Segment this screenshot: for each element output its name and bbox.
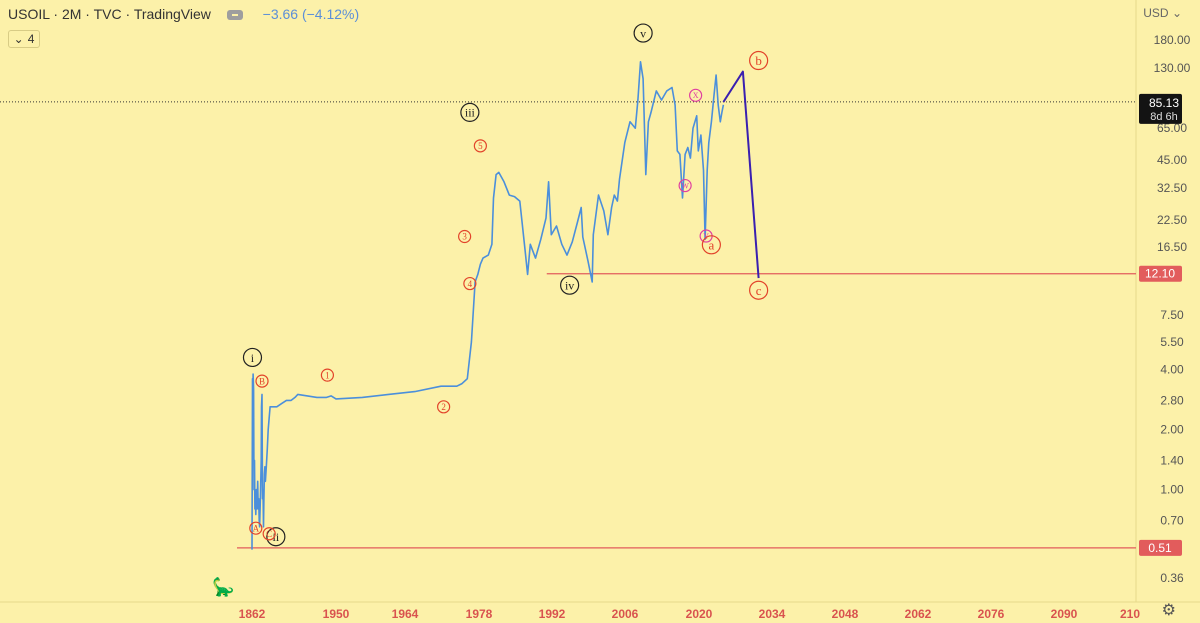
projection-line[interactable] [722, 70, 760, 279]
wave-label: v [640, 26, 646, 40]
wave-label: Y [703, 232, 709, 241]
wave-label: 5 [478, 141, 483, 151]
wave-label: c [756, 283, 762, 298]
x-tick-label: 2006 [612, 607, 639, 621]
y-tick-label: 1.40 [1160, 453, 1184, 467]
x-tick-label: 2062 [905, 607, 932, 621]
header-sep-3: · [125, 6, 134, 22]
current-price-badge [1139, 93, 1182, 124]
wave-label-circle[interactable] [320, 368, 335, 382]
y-tick-label: 180.00 [1154, 33, 1191, 47]
wave-label-circle[interactable] [458, 229, 472, 244]
wave-label: b [755, 53, 762, 68]
provider-label: TradingView [133, 6, 211, 22]
x-tick-label: 1950 [323, 607, 350, 621]
wave-label-circle[interactable] [255, 374, 269, 388]
wave-label-circle[interactable] [266, 527, 286, 547]
wave-label-circle[interactable] [249, 521, 263, 535]
hide-indicator-icon[interactable] [226, 10, 243, 21]
x-tick-label: 2048 [832, 607, 859, 621]
wave-label-circle[interactable] [460, 102, 480, 122]
wave-label: W [681, 181, 689, 190]
y-tick-label: 0.70 [1160, 513, 1184, 527]
wave-label-circle[interactable] [633, 23, 653, 43]
wave-label: iii [465, 106, 476, 120]
level-badge [1139, 539, 1182, 556]
wave-label-circle[interactable] [749, 280, 769, 300]
currency-selector[interactable]: USD ⌄ [1143, 6, 1182, 20]
y-tick-label: 5.50 [1160, 335, 1184, 349]
wave-label-circle[interactable] [242, 347, 263, 368]
price-change: −3.66 (−4.12%) [262, 6, 360, 22]
x-tick-label: 2090 [1051, 607, 1078, 621]
x-tick-label: 1992 [539, 607, 566, 621]
wave-label: i [251, 351, 255, 365]
wave-label: A [253, 523, 260, 533]
interval-label[interactable]: 2M [61, 6, 82, 22]
x-tick-label: 210 [1120, 607, 1140, 621]
level-badge [1139, 265, 1182, 282]
y-tick-label: 45.00 [1157, 153, 1187, 167]
price-line[interactable] [251, 61, 725, 550]
wave-label: B [259, 376, 265, 386]
wave-label-circle[interactable] [463, 276, 477, 291]
x-tick-label: 2020 [686, 607, 713, 621]
current-price-value: 85.13 [1149, 96, 1179, 110]
y-tick-label: 130.00 [1154, 61, 1191, 75]
wave-label: 1 [325, 370, 330, 380]
level-badge-label: 0.51 [1148, 541, 1172, 555]
wave-label: X [693, 91, 699, 100]
x-tick-label: 2034 [759, 607, 786, 621]
wave-label: iv [565, 278, 574, 292]
wave-label-circle[interactable] [262, 527, 276, 541]
wave-label-circle[interactable] [689, 88, 703, 102]
wave-label-circle[interactable] [678, 178, 692, 193]
wave-label-circle[interactable] [437, 400, 451, 414]
y-tick-label: 2.00 [1160, 423, 1184, 437]
wave-label-circle[interactable] [560, 275, 580, 295]
header-sep-1: · [53, 6, 62, 22]
x-tick-label: 1978 [466, 607, 493, 621]
wave-label: C [266, 529, 272, 539]
x-tick-label: 1862 [239, 607, 266, 621]
x-tick-label: 2076 [978, 607, 1005, 621]
indicator-count: 4 [27, 32, 35, 46]
gear-icon[interactable]: ⚙ [1161, 602, 1176, 619]
wave-label-circle[interactable] [701, 235, 721, 255]
y-tick-label: 16.50 [1157, 240, 1187, 254]
wave-label: 4 [468, 279, 473, 289]
header-sep-2: · [85, 6, 94, 22]
wave-label-circle[interactable] [473, 139, 487, 153]
wave-label: ii [273, 530, 280, 544]
chart-header: USOIL · 2M · TVC · TradingView −3.66 (−4… [8, 6, 359, 22]
y-tick-label: 65.00 [1157, 121, 1187, 135]
y-tick-label: 7.50 [1160, 308, 1184, 322]
tradingview-logo-icon[interactable]: 🦕 [212, 577, 235, 597]
currency-label: USD [1143, 6, 1169, 20]
wave-label-circle[interactable] [749, 50, 769, 71]
collapse-indicators-button[interactable]: ⌄ 4 [8, 30, 40, 48]
x-tick-label: 1964 [392, 607, 419, 621]
level-badge-label: 12.10 [1145, 267, 1175, 281]
symbol-name[interactable]: USOIL [8, 6, 50, 22]
source-label: TVC [93, 6, 122, 22]
y-tick-label: 22.50 [1157, 213, 1187, 227]
wave-label: a [708, 237, 714, 252]
y-tick-label: 0.36 [1160, 571, 1184, 585]
chevron-down-icon: ⌄ [13, 32, 24, 46]
y-tick-label: 4.00 [1160, 363, 1184, 377]
y-tick-label: 1.00 [1160, 483, 1184, 497]
wave-label: 3 [462, 232, 467, 242]
countdown-label: 8d 6h [1150, 111, 1178, 123]
y-tick-label: 32.50 [1157, 181, 1187, 195]
wave-label: 2 [441, 402, 446, 412]
y-tick-label: 2.80 [1160, 393, 1184, 407]
